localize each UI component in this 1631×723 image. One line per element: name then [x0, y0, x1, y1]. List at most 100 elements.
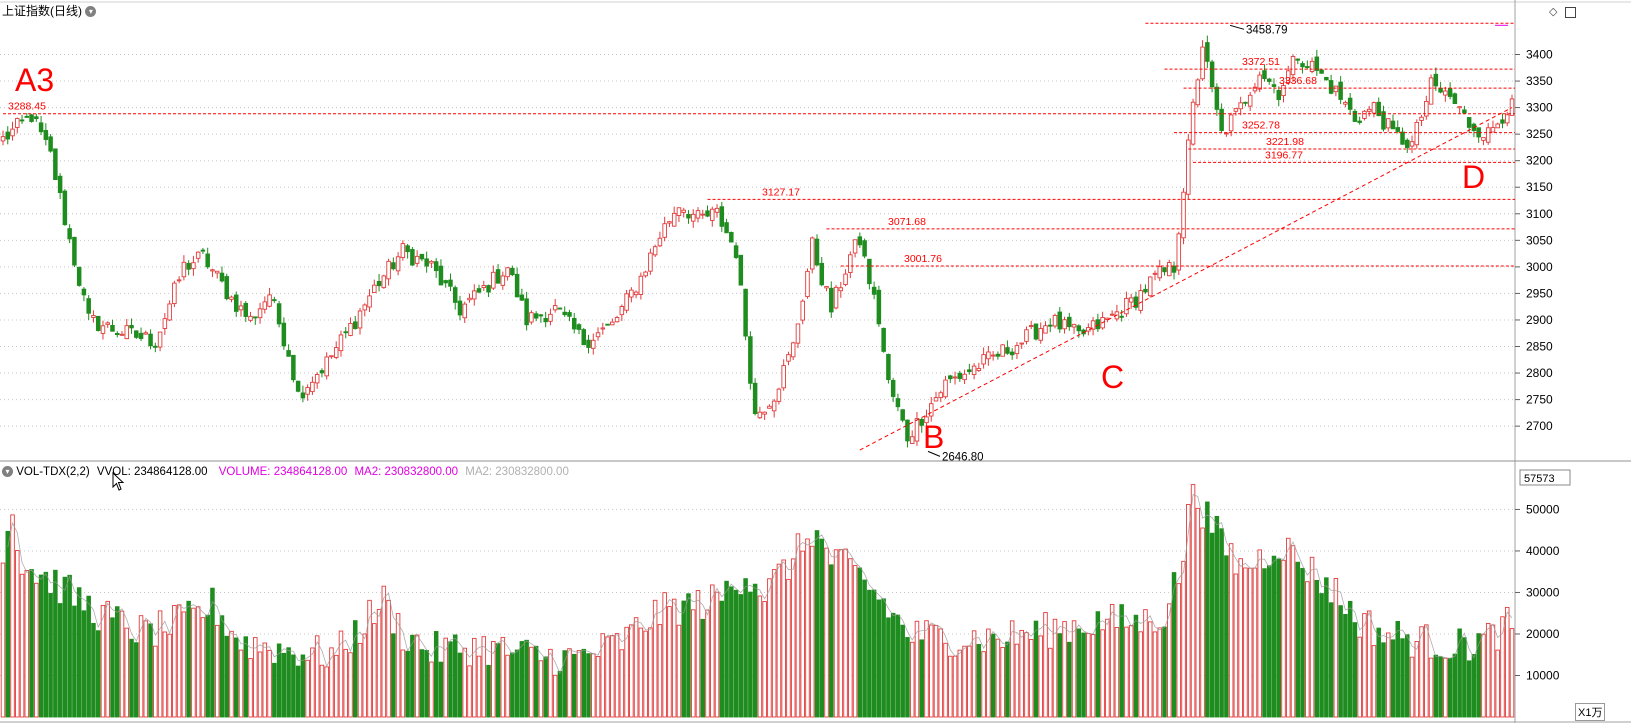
volume-bar-down — [857, 567, 863, 718]
volume-bar-up — [809, 545, 815, 718]
candle-up — [643, 271, 648, 277]
volume-bar-up — [1252, 567, 1258, 718]
volume-bar-up — [1305, 581, 1310, 718]
volume-bar-up — [1190, 484, 1196, 718]
volume-bar-down — [1462, 637, 1467, 718]
volume-indicator-name: VOL-TDX(2,2) — [16, 466, 90, 478]
candle-up — [238, 305, 244, 311]
candle-down — [376, 280, 382, 287]
volume-bar-up — [262, 642, 268, 718]
volume-bar-up — [943, 642, 948, 718]
volume-bar-up — [467, 665, 472, 718]
candle-down — [524, 298, 529, 326]
candle-down — [134, 330, 139, 338]
volume-bar-up — [1181, 560, 1186, 718]
vvol-value: VVOL: 234864128.00 — [96, 466, 208, 478]
candle-down — [1076, 325, 1082, 332]
price-tick-label: 3000 — [1526, 260, 1553, 274]
price-tick-label: 3350 — [1526, 74, 1553, 88]
candle-down — [153, 345, 158, 348]
volume-bar-up — [257, 651, 263, 718]
volume-bar-down — [1214, 515, 1220, 718]
tag-a3: A3 — [15, 62, 55, 98]
candle-up — [176, 279, 182, 282]
candle-up — [210, 269, 215, 272]
volume-bar-down — [748, 591, 753, 718]
volume-bar-down — [391, 633, 396, 718]
volume-bar-down — [1390, 639, 1396, 718]
volume-bar-up — [781, 559, 786, 718]
candle-up — [429, 260, 434, 264]
volume-bar-up — [1428, 657, 1434, 718]
candle-down — [1067, 316, 1072, 328]
volume-bar-up — [667, 606, 672, 718]
price-tick-label: 2900 — [1526, 313, 1553, 327]
candle-down — [319, 370, 325, 374]
volume-bar-down — [1095, 611, 1101, 718]
candle-down — [114, 332, 120, 336]
volume-bar-down — [29, 569, 34, 718]
volume-bar-up — [1362, 613, 1367, 718]
candle-up — [1024, 329, 1029, 342]
volume-bar-down — [81, 610, 87, 718]
volume-bar-down — [224, 635, 229, 718]
candle-up — [248, 315, 253, 321]
candle-down — [19, 119, 25, 122]
candle-up — [976, 368, 982, 371]
candle-up — [1195, 79, 1201, 106]
chevron-down-icon[interactable]: ▾ — [85, 6, 97, 18]
volume-bar-up — [34, 582, 39, 718]
volume-bar-up — [1048, 647, 1053, 718]
volume-bar-down — [900, 624, 905, 718]
volume-bar-up — [657, 624, 663, 718]
volume-bar-up — [705, 609, 710, 718]
candle-up — [414, 255, 420, 264]
candle-down — [1243, 101, 1248, 104]
candle-down — [733, 245, 739, 258]
candle-down — [571, 317, 577, 330]
candle-down — [890, 379, 896, 397]
volume-bar-up — [153, 645, 158, 718]
candle-down — [253, 316, 258, 319]
candle-down — [1119, 315, 1124, 318]
volume-bar-down — [57, 603, 63, 718]
mouse-cursor-icon — [112, 472, 125, 491]
candle-up — [781, 365, 786, 389]
candle-down — [1262, 70, 1267, 79]
candle-down — [67, 228, 72, 240]
volume-bar-down — [586, 653, 591, 718]
chevron-down-icon[interactable]: ▾ — [2, 466, 13, 478]
volume-bar-up — [310, 647, 315, 718]
candle-down — [1452, 93, 1458, 104]
candle-down — [1162, 267, 1167, 273]
volume-bar-up — [1038, 635, 1043, 718]
candle-up — [357, 310, 363, 329]
window-toggle-icon[interactable] — [1564, 6, 1576, 18]
candle-up — [838, 287, 844, 292]
candle-up — [395, 256, 401, 272]
candle-up — [1414, 121, 1420, 146]
volume-bar-up — [248, 658, 253, 718]
trendline — [859, 107, 1513, 451]
volume-bar-down — [300, 654, 306, 718]
candle-up — [214, 270, 220, 274]
volume-bar-down — [186, 600, 191, 718]
volume-bar-up — [138, 615, 144, 718]
candle-down — [814, 238, 820, 266]
diamond-icon[interactable]: ◇ — [1549, 6, 1558, 18]
volume-bar-down — [67, 574, 72, 718]
volume-bar-down — [1119, 604, 1124, 718]
volume-bar-up — [1024, 632, 1029, 718]
volume-bar-up — [267, 649, 272, 718]
candle-down — [1400, 131, 1405, 145]
candle-down — [224, 276, 229, 300]
volume-bar-up — [952, 655, 958, 718]
candle-down — [886, 354, 891, 381]
volume-bar-down — [533, 645, 539, 718]
volume-bar-down — [752, 583, 758, 718]
volume-bar-up — [1414, 641, 1420, 718]
volume-bar-up — [1062, 621, 1067, 718]
volume-bar-down — [1447, 658, 1453, 718]
candle-up — [372, 284, 377, 293]
candle-down — [353, 321, 358, 330]
